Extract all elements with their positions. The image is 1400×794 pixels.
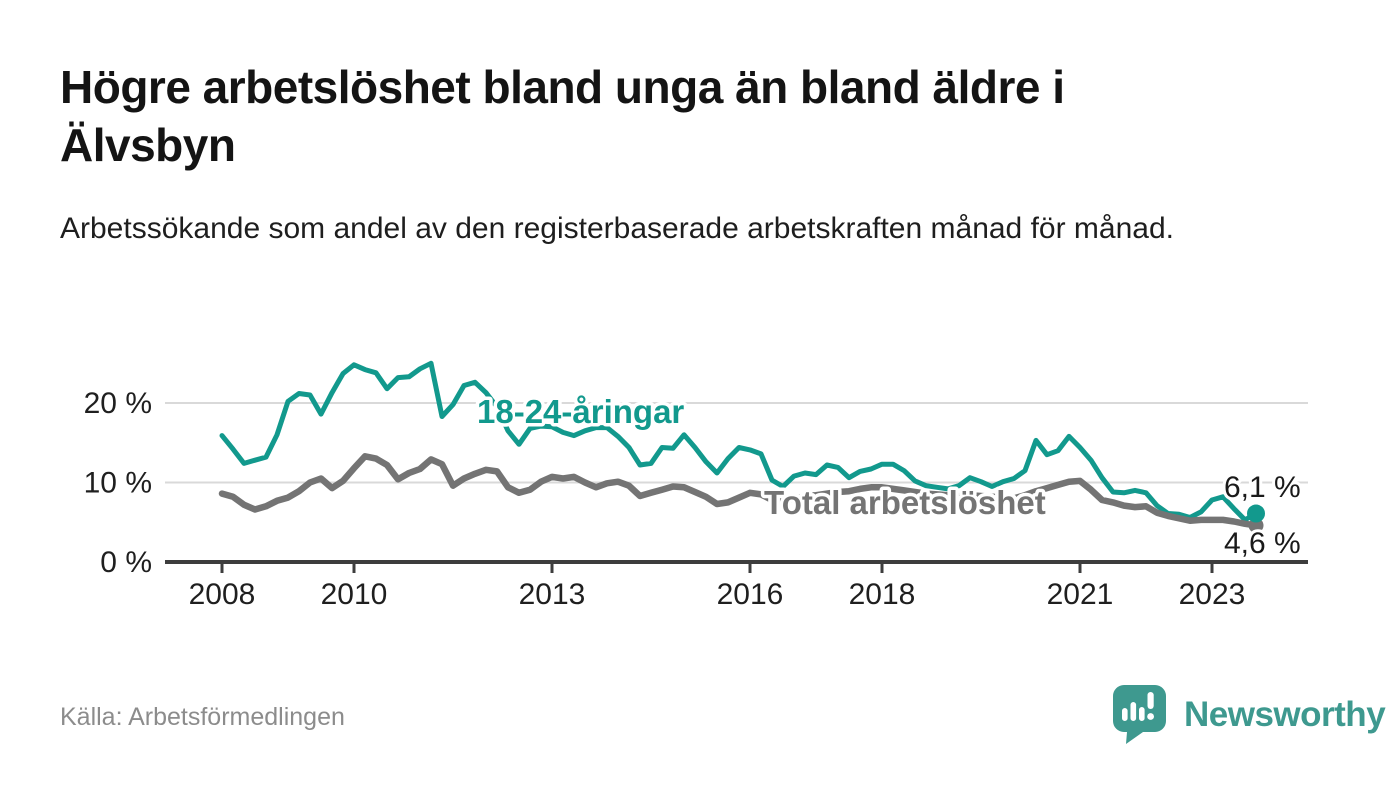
newsworthy-logo: Newsworthy	[1113, 685, 1386, 744]
line-total-arbetsl-shet	[218, 453, 1260, 529]
bar-chart-bar-3	[1139, 707, 1145, 721]
exclamation-dot-icon	[1147, 713, 1154, 720]
newsworthy-logo-icon	[1113, 685, 1166, 744]
y-tick-label-10: 10 %	[84, 467, 152, 500]
x-tick-label-2016: 2016	[717, 578, 784, 611]
end-value-label-total-arbetsl-shet: 4,6 %	[1224, 527, 1301, 560]
y-tick-label-0: 0 %	[100, 546, 152, 579]
unemployment-line-chart: 2008 2010 2013 2016 2018 2021 2023 0 % 10 % 20 % 1…	[84, 360, 1308, 611]
series-label-total-arbetsl-shet: Total arbetslöshet	[764, 484, 1046, 521]
x-tick-label-2023: 2023	[1179, 578, 1246, 611]
y-tick-label-20: 20 %	[84, 387, 152, 420]
bar-chart-bar-2	[1130, 702, 1137, 721]
newsworthy-logo-text: Newsworthy	[1184, 695, 1386, 734]
exclamation-bar-icon	[1147, 692, 1154, 709]
line-18-24-ringar	[219, 360, 1259, 523]
x-tick-label-2013: 2013	[519, 578, 586, 611]
x-tick-label-2018: 2018	[849, 578, 916, 611]
end-value-label-18-24-ringar: 6,1 %	[1224, 471, 1301, 504]
bar-chart-bar-1	[1122, 708, 1128, 721]
source-attribution: Källa: Arbetsförmedlingen	[60, 703, 345, 731]
x-tick-label-2021: 2021	[1047, 578, 1114, 611]
page-subtitle: Arbetssökande som andel av den registerb…	[60, 212, 1174, 245]
x-tick-label-2008: 2008	[189, 578, 256, 611]
x-tick-label-2010: 2010	[321, 578, 388, 611]
series-label-18-24-ringar: 18-24-åringar	[477, 393, 684, 430]
end-dot-18-24-ringar	[1247, 504, 1266, 523]
page-title: Högre arbetslöshet bland unga än bland ä…	[60, 61, 1065, 171]
